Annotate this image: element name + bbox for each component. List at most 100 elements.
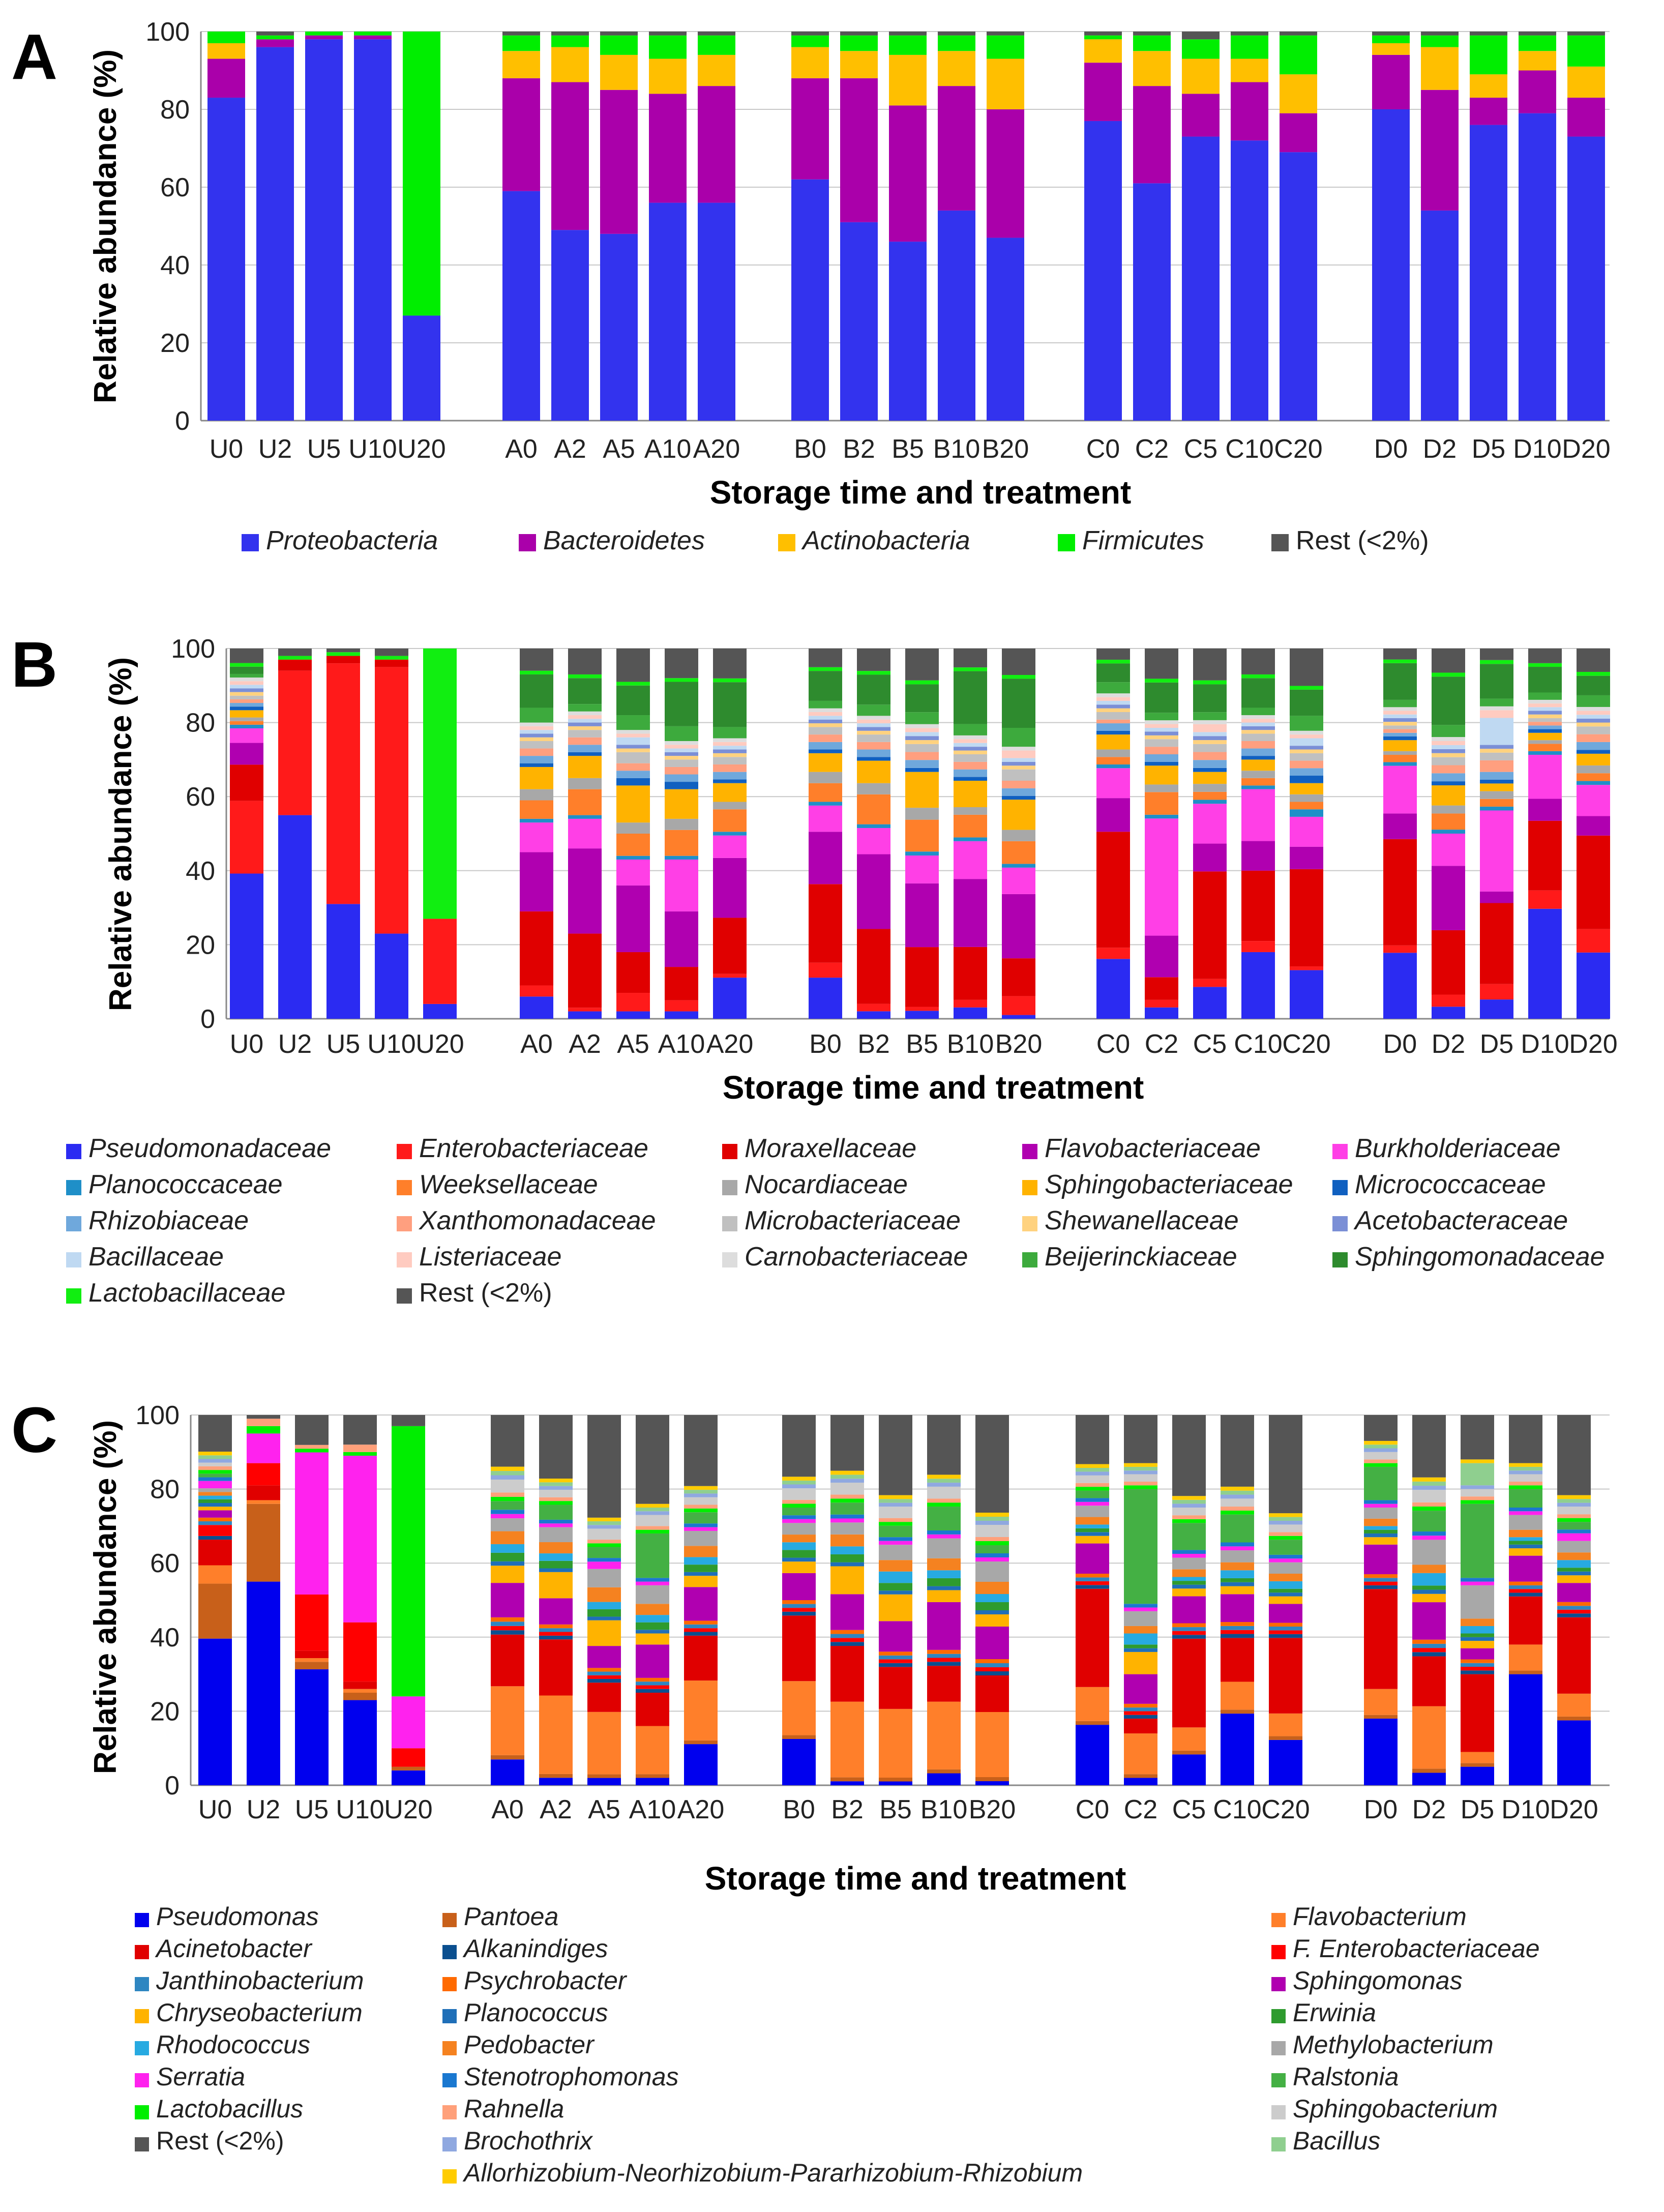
bar-segment-D2-lactobacillus (1412, 1506, 1446, 1511)
bar-segment-A10-sphingobacteriaceae (665, 789, 698, 819)
bar-segment-D0-rahnella (1364, 1459, 1398, 1463)
legend-label: Acinetobacter (155, 1934, 313, 1963)
bar-segment-C5-planococcus (1172, 1584, 1206, 1589)
bar-segment-A5-rhizobiaceae (616, 771, 650, 778)
bar-segment-A0-actinobacteria (502, 51, 540, 78)
bar-segment-D10-weeksellaceae (1528, 744, 1562, 751)
bar-segment-B20-methylobacterium (975, 1561, 1009, 1582)
legend-label: Pantoea (464, 1902, 558, 1931)
bar-segment-D2-psychrobacter (1412, 1639, 1446, 1644)
bar-segment-U0-rest (198, 1415, 232, 1452)
bar-segment-B0-alkanindiges (782, 1611, 816, 1616)
bar-segment-B20-lactobacillus (975, 1541, 1009, 1545)
bar-segment-C10-rhodococcus (1221, 1570, 1254, 1578)
bar-segment-A10-stenotrophomonas (636, 1578, 669, 1582)
bar-segment-C10-rest (1231, 32, 1268, 36)
bar-segment-C2-acetobacteraceae (1145, 731, 1178, 735)
legend-item-bacteroidetes: Bacteroidetes (519, 526, 705, 555)
bar-segment-B2-listeriaceae (857, 719, 890, 724)
bar-segment-C0-planococcaceae (1096, 764, 1130, 769)
bar-segment-C5-proteobacteria (1182, 136, 1220, 421)
bar-segment-D5-sphingomonadaceae (1480, 664, 1513, 699)
bar-segment-B5-serratia (879, 1541, 912, 1545)
bar-segment-A0-janthinobacterium (491, 1621, 524, 1626)
legend-item-janthinobacterium: Janthinobacterium (135, 1966, 364, 1995)
bar-segment-C5-rest (1182, 32, 1220, 40)
bar-segment-C20-brochothrix (1269, 1521, 1302, 1525)
bar-segment-A10-xanthomonadaceae (665, 766, 698, 775)
bar-segment-C10-pseudomonadaceae (1241, 952, 1275, 1019)
bar-segment-B20-proteobacteria (987, 238, 1024, 421)
bar-segment-A20-acinetobacter (684, 1635, 718, 1681)
bar-segment-C0-micrococcaceae (1096, 730, 1130, 735)
bar-segment-B20-pedobacter (975, 1582, 1009, 1594)
bar-segment-D20-enterobacteriaceae (1577, 929, 1610, 953)
bar-segment-C5-moraxellaceae (1193, 871, 1227, 979)
bar-segment-U20-firmicutes (403, 32, 440, 316)
bar-segment-D5-flavobacteriaceae (1480, 891, 1513, 903)
x-tick-label-B2: B2 (857, 1029, 890, 1059)
bar-segment-B10-micrococcaceae (954, 777, 987, 781)
bar-segment-D0-sphingobacterium (1364, 1452, 1398, 1460)
bar-segment-U0-alkanindiges (198, 1536, 232, 1540)
bar-segment-B5-lactobacillus (879, 1522, 912, 1526)
bar-segment-C10-xanthomonadaceae (1241, 741, 1275, 749)
bar-segment-U0-sphingobacterium (198, 1462, 232, 1466)
bar-segment-U20-f-enterobacteriaceae (392, 1748, 425, 1767)
bar-segment-D5-lactobacillus (1461, 1500, 1494, 1504)
bar-segment-D10-actinobacteria (1519, 51, 1556, 71)
bar-segment-D5-methylobacterium (1461, 1585, 1494, 1619)
bars (230, 648, 1610, 1019)
bar-segment-C20-flavobacterium (1269, 1713, 1302, 1736)
bar-segment-U2-serratia (247, 1433, 280, 1463)
bar-segment-B10-rest (927, 1415, 961, 1475)
legend-label: Allorhizobium-Neorhizobium-Pararhizobium… (462, 2159, 1083, 2187)
bar-segment-U10-f-enterobacteriaceae (343, 1622, 377, 1682)
bar-segment-D2-alkanindiges (1412, 1652, 1446, 1657)
bar-segment-A2-bacillaceae (568, 719, 602, 723)
bar-segment-D2-bacillaceae (1432, 745, 1465, 749)
bar-segment-A0-carnobacteriaceae (520, 722, 553, 726)
bar-segment-D0-erwinia (1364, 1529, 1398, 1533)
bar-segment-A20-enterobacteriaceae (713, 974, 747, 978)
x-axis-title: Storage time and treatment (723, 1069, 1144, 1106)
bar-segment-A0-flavobacterium (491, 1686, 524, 1755)
legend-item-allorhizobium-neorhizobium-pararhizobium-rhizobium: Allorhizobium-Neorhizobium-Pararhizobium… (442, 2159, 1083, 2187)
bar-segment-D2-f-enterobacteriaceae (1412, 1648, 1446, 1653)
bar-segment-U0-micrococcaceae (230, 706, 263, 711)
bar-segment-A10-ralstonia (636, 1533, 669, 1578)
bar-segment-C10-flavobacteriaceae (1241, 841, 1275, 871)
bar-segment-U10-flavobacterium (343, 1689, 377, 1693)
x-tick-label-D10: D10 (1513, 434, 1561, 464)
bar-segment-C0-serratia (1076, 1501, 1109, 1506)
bar-segment-D0-planococcus (1364, 1533, 1398, 1538)
legend-swatch (66, 1144, 81, 1159)
bar-segment-A5-shewanellaceae (616, 748, 650, 752)
bar-segment-A0-proteobacteria (502, 191, 540, 421)
bar-segment-C10-allorhizobium-neorhizobium-pararhizobium-rhizobium (1221, 1486, 1254, 1491)
bar-segment-A20-carnobacteriaceae (713, 738, 747, 742)
x-tick-label-U2: U2 (258, 434, 292, 464)
bar-segment-A2-erwinia (539, 1560, 573, 1569)
x-tick-label-C10: C10 (1234, 1029, 1282, 1059)
bar-segment-B5-acetobacteraceae (905, 736, 939, 741)
bar-segment-C20-alkanindiges (1269, 1634, 1302, 1638)
bar-segment-B20-rest (987, 32, 1024, 36)
bar-segment-U5-lactobacillaceae (326, 652, 360, 656)
x-tick-label-C2: C2 (1124, 1795, 1157, 1824)
bar-segment-U10-enterobacteriaceae (375, 667, 408, 934)
bar-segment-C0-rhodococcus (1076, 1524, 1109, 1528)
bar-segment-B2-actinobacteria (840, 51, 878, 78)
bar-segment-B10-lactobacillaceae (954, 667, 987, 671)
bar-segment-A20-nocardiaceae (713, 802, 747, 810)
bar-segment-B2-sphingomonadaceae (857, 674, 890, 705)
bar-segment-A2-bacteroidetes (551, 82, 589, 230)
bar-segment-C20-janthinobacterium (1269, 1627, 1302, 1631)
bar-segment-C10-lactobacillus (1221, 1510, 1254, 1515)
bar-segment-A2-xanthomonadaceae (568, 737, 602, 745)
bar-segment-C5-flavobacterium (1172, 1727, 1206, 1751)
bar-segment-D20-rhodococcus (1557, 1560, 1591, 1568)
bar-segment-B2-rahnella (830, 1494, 864, 1499)
bar-segment-C5-alkanindiges (1172, 1635, 1206, 1639)
bar-segment-A2-rest (539, 1415, 573, 1479)
